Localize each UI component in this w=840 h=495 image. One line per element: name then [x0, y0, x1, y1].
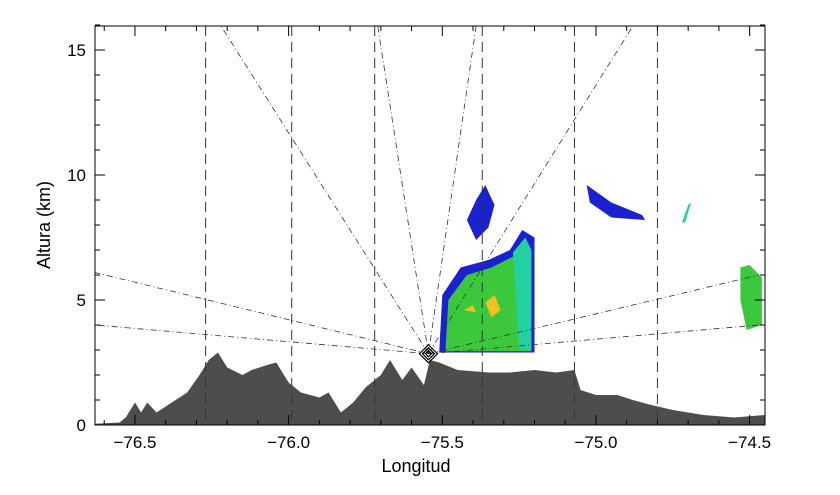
y-axis-label: Altura (km) — [34, 181, 54, 269]
beam-ray — [95, 324, 429, 355]
x-tick-label: −75.5 — [421, 433, 464, 452]
x-tick-label: −74.5 — [728, 433, 771, 452]
y-tick-label: 0 — [77, 416, 86, 435]
beam-ray — [428, 324, 759, 355]
beam-ray — [428, 26, 634, 354]
beam-ray — [428, 274, 759, 355]
echo-strong — [740, 265, 762, 330]
terrain-profile — [95, 352, 765, 425]
beam-ray — [220, 26, 429, 354]
x-tick-label: −76.5 — [113, 433, 156, 452]
beam-ray — [428, 26, 477, 354]
radar-site-marker — [418, 343, 439, 364]
echo-mid — [682, 202, 692, 223]
plot-area: −76.5 −76.0 −75.5 −75.0 −74.5 0 5 10 15 — [67, 24, 771, 452]
radar-site-marker — [421, 346, 436, 361]
x-tick-label: −76.0 — [267, 433, 310, 452]
y-tick-label: 5 — [77, 291, 86, 310]
radar-site-marker — [424, 349, 433, 358]
x-axis-label: Longitud — [381, 456, 450, 476]
y-tick-label: 10 — [67, 166, 86, 185]
beam-ray — [377, 26, 429, 354]
echo-weak — [466, 185, 495, 240]
echo-core — [485, 295, 501, 318]
echo-weak — [586, 185, 646, 220]
x-tick-label: −75.0 — [574, 433, 617, 452]
beam-ray — [95, 272, 429, 355]
y-tick-label: 15 — [67, 41, 86, 60]
echo-mid — [513, 237, 532, 350]
echo-core — [463, 305, 477, 313]
